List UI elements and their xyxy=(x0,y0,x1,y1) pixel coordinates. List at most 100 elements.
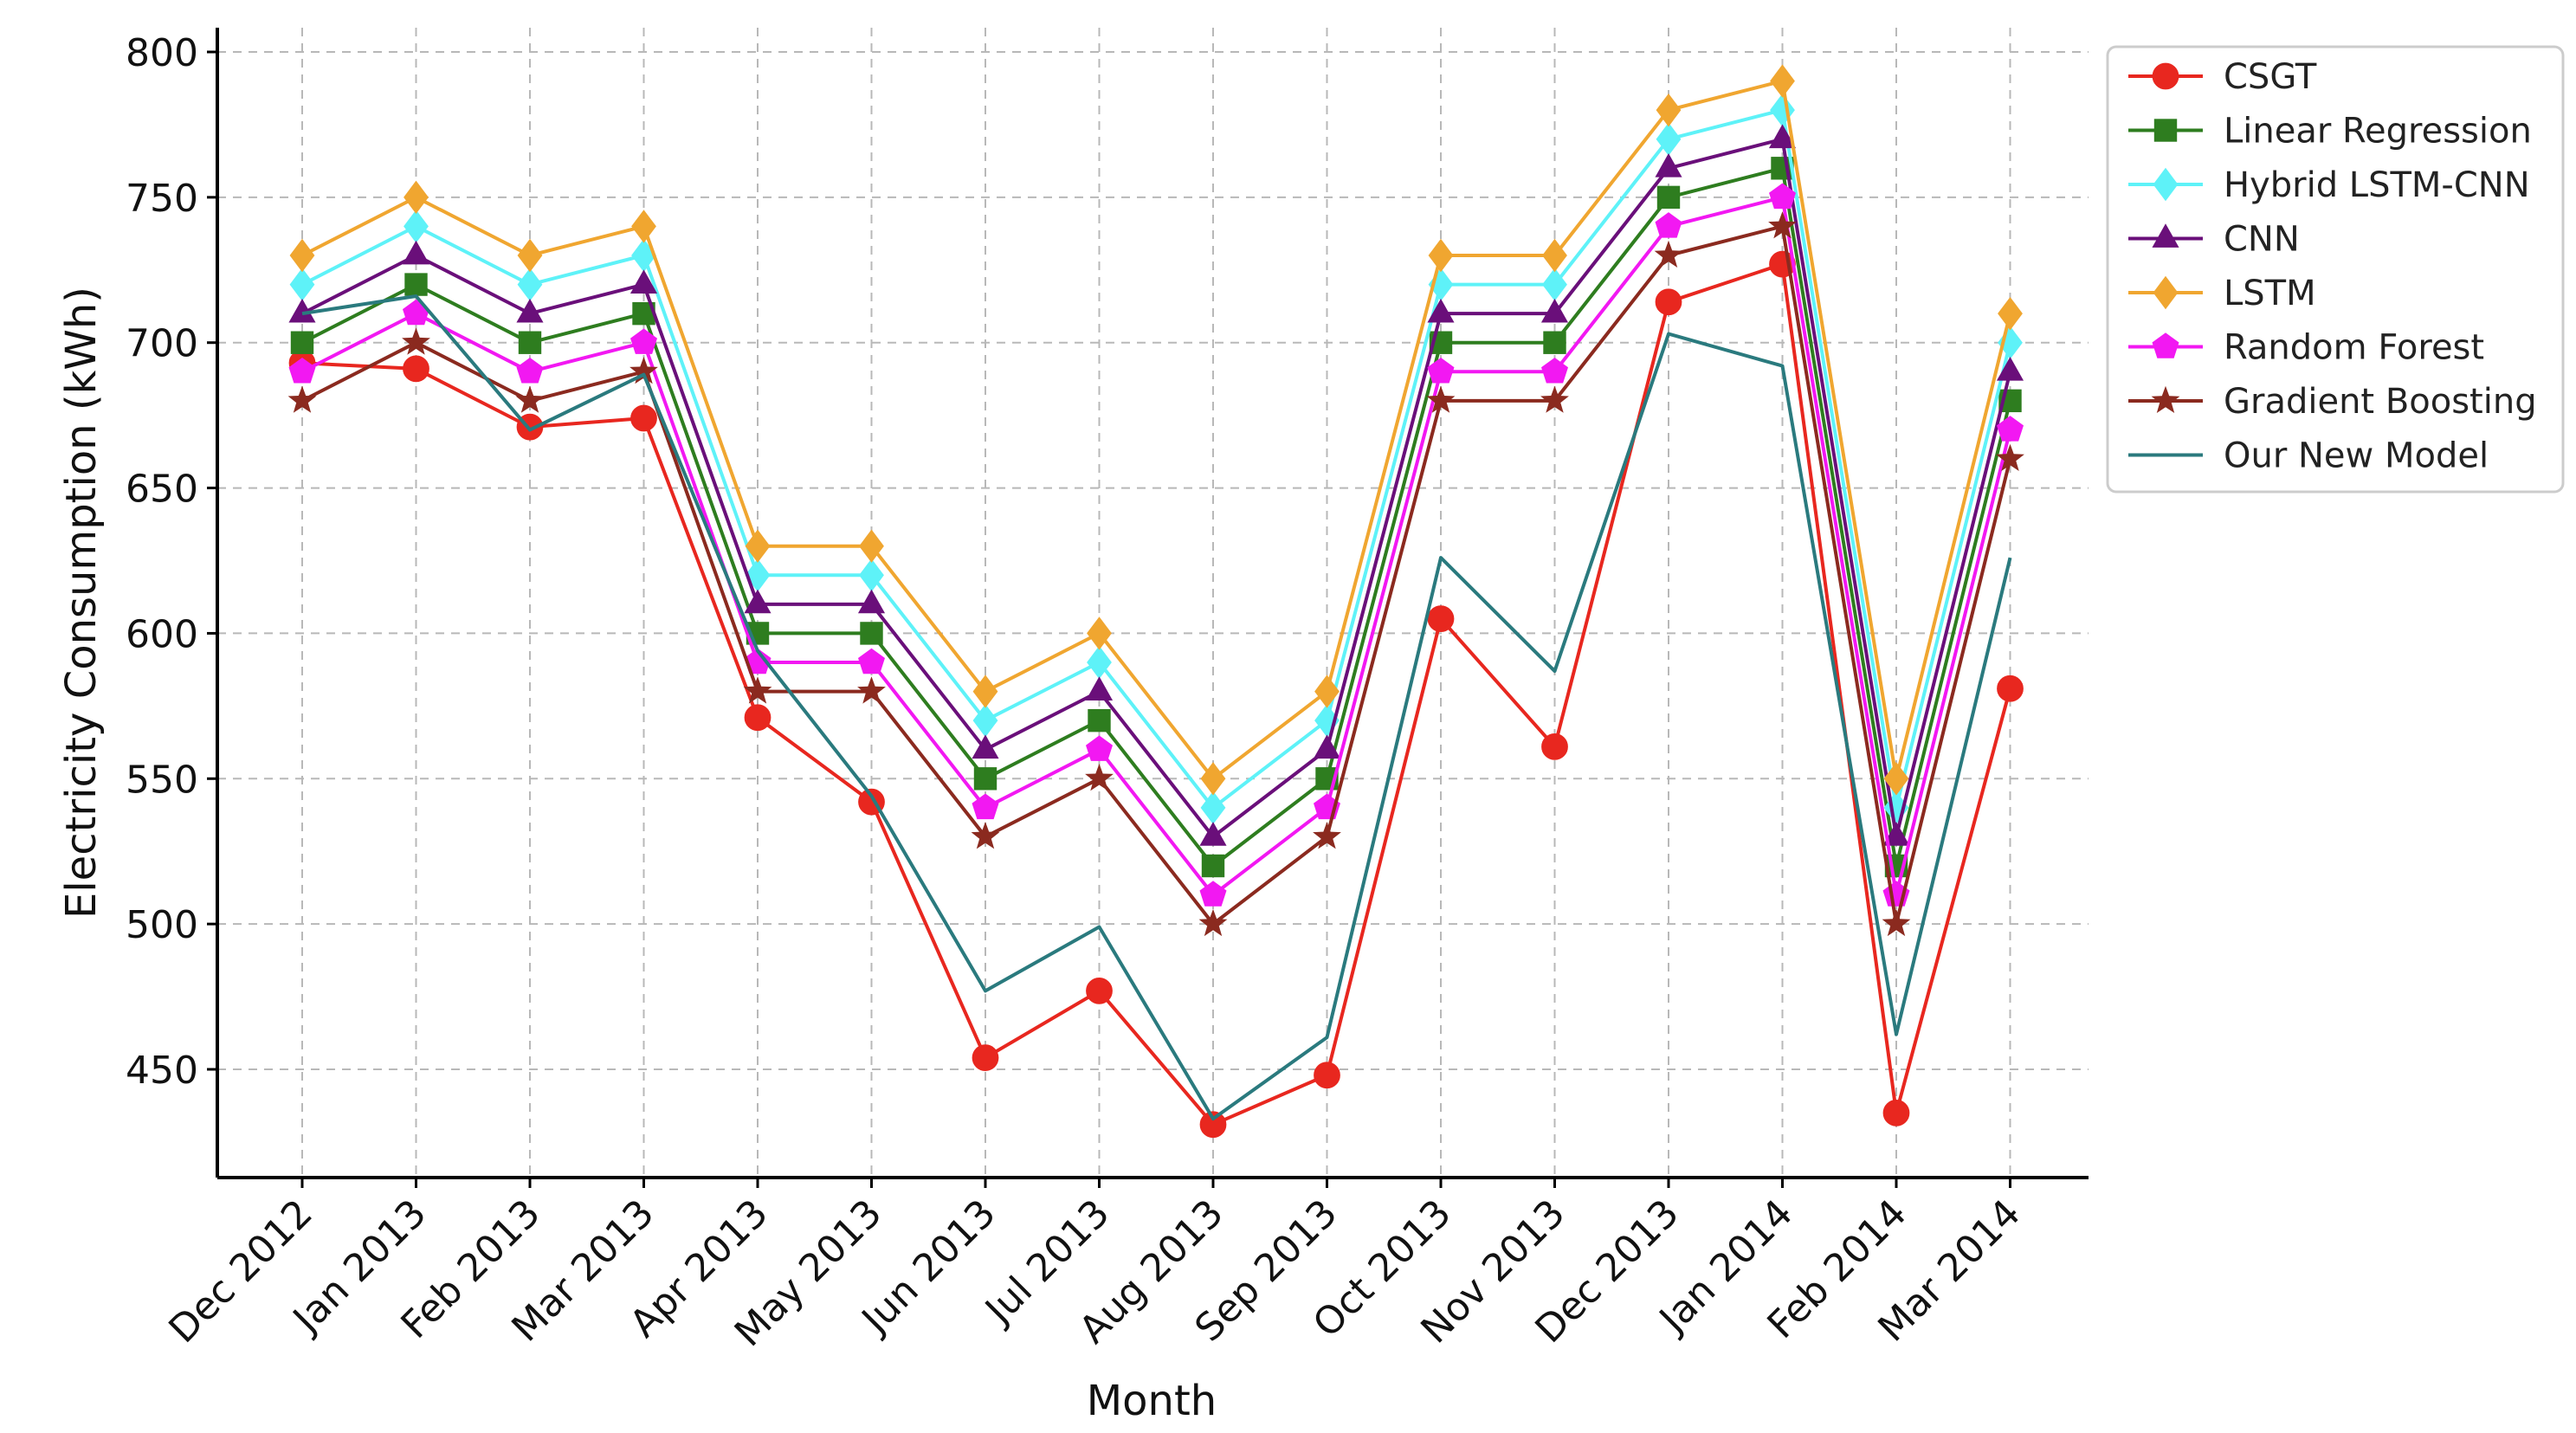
data-point xyxy=(859,529,884,563)
data-point xyxy=(515,385,545,413)
data-point xyxy=(518,331,542,354)
legend-label: Linear Regression xyxy=(2224,112,2532,152)
data-point xyxy=(630,404,657,432)
data-point xyxy=(288,298,316,323)
data-point xyxy=(1313,734,1341,759)
series-line xyxy=(301,294,2012,1121)
series-our-new-model xyxy=(301,294,2012,1121)
legend-item: Gradient Boosting xyxy=(2128,382,2537,422)
legend-marker xyxy=(2152,332,2179,358)
legend-item: Our New Model xyxy=(2128,436,2489,476)
data-point xyxy=(1201,854,1225,878)
legend-label: Gradient Boosting xyxy=(2224,382,2537,422)
data-point xyxy=(1200,762,1226,796)
data-point xyxy=(404,273,428,296)
data-point xyxy=(1086,735,1113,761)
data-point xyxy=(1882,822,1910,846)
legend-marker xyxy=(2152,62,2179,90)
data-point xyxy=(1314,1062,1340,1089)
data-point xyxy=(1655,288,1682,316)
data-point xyxy=(1883,762,1909,796)
series-hybrid-lstm-cnn xyxy=(289,93,2023,825)
data-point xyxy=(972,703,998,738)
data-point xyxy=(404,180,429,215)
data-point xyxy=(289,238,315,273)
data-point xyxy=(1087,616,1112,650)
data-point xyxy=(517,268,543,301)
data-point xyxy=(744,589,772,614)
data-point xyxy=(858,648,885,675)
x-axis-title: Month xyxy=(1087,1377,1217,1425)
data-point xyxy=(1882,1099,1910,1126)
data-point xyxy=(1768,211,1797,239)
series-line xyxy=(301,79,2012,781)
data-point xyxy=(1656,122,1682,156)
data-point xyxy=(516,298,544,323)
series-cnn xyxy=(288,124,2024,846)
data-point xyxy=(1997,416,2024,442)
legend-label: CSGT xyxy=(2224,57,2317,97)
y-tick-label: 600 xyxy=(126,612,198,656)
y-tick-label: 800 xyxy=(126,31,198,75)
data-point xyxy=(630,328,657,354)
y-axis-title: Electricity Consumption (kWh) xyxy=(57,287,106,919)
series-line xyxy=(301,166,2012,868)
legend-item: CSGT xyxy=(2128,57,2317,97)
y-tick-label: 500 xyxy=(126,903,198,947)
data-point xyxy=(1199,1111,1227,1139)
data-point xyxy=(1770,64,1795,98)
data-point xyxy=(1542,268,1567,301)
data-point xyxy=(857,589,886,614)
data-point xyxy=(1542,238,1567,273)
data-point xyxy=(972,1044,999,1071)
y-tick-label: 750 xyxy=(126,177,198,221)
data-point xyxy=(629,269,658,294)
data-point xyxy=(1541,733,1568,760)
legend-label: LSTM xyxy=(2224,274,2316,313)
data-point xyxy=(1314,675,1340,708)
legend-box xyxy=(2106,45,2565,494)
legend-marker xyxy=(2151,385,2180,413)
data-point xyxy=(517,238,543,273)
data-point xyxy=(1198,908,1228,937)
data-point xyxy=(402,240,430,265)
data-point xyxy=(972,793,999,820)
series-line xyxy=(301,137,2012,839)
data-point xyxy=(287,385,317,413)
data-point xyxy=(745,529,771,563)
legend-item: Random Forest xyxy=(2128,328,2484,368)
y-tick-label: 550 xyxy=(126,758,198,802)
data-point xyxy=(403,355,429,383)
data-point xyxy=(972,734,999,759)
data-point xyxy=(1540,385,1569,413)
data-point xyxy=(971,822,1000,849)
y-tick-label: 450 xyxy=(126,1049,198,1093)
data-point xyxy=(1428,238,1454,273)
data-point xyxy=(1655,212,1682,238)
data-point xyxy=(1654,240,1683,268)
data-point xyxy=(744,704,772,732)
grid-layer xyxy=(217,28,2089,1178)
legend-item: Hybrid LSTM-CNN xyxy=(2128,165,2530,205)
legend-label: Our New Model xyxy=(2224,436,2489,476)
data-point xyxy=(631,210,656,243)
series-line xyxy=(301,195,2012,897)
data-point xyxy=(745,558,771,592)
data-point xyxy=(1656,93,1682,127)
data-point xyxy=(1997,675,2024,702)
series-line xyxy=(301,108,2012,810)
data-point xyxy=(1540,298,1569,323)
data-point xyxy=(1085,676,1114,700)
data-point xyxy=(1427,298,1455,323)
data-point xyxy=(290,331,314,354)
data-point xyxy=(1199,822,1227,846)
legend-label: Random Forest xyxy=(2224,328,2484,368)
data-point xyxy=(1313,822,1341,849)
data-point xyxy=(857,676,886,704)
data-point xyxy=(1656,185,1681,210)
data-point xyxy=(404,210,429,243)
data-point xyxy=(289,268,315,301)
data-point xyxy=(1996,357,2024,381)
series-random-forest xyxy=(288,183,2024,907)
